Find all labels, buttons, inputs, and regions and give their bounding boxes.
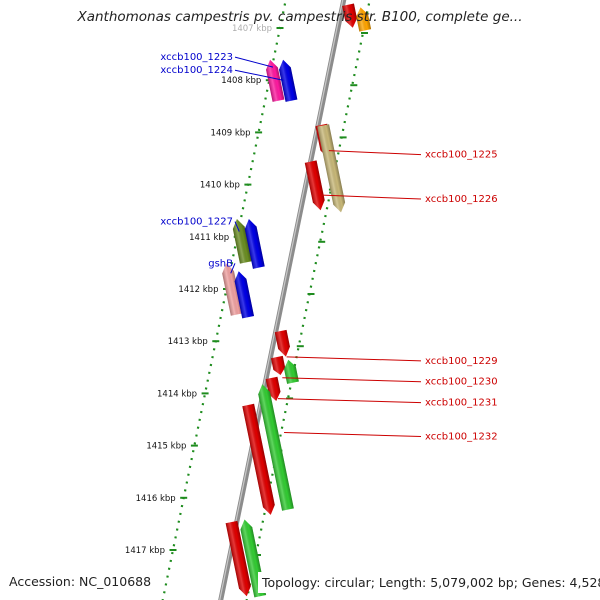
label-leader <box>234 69 284 81</box>
gene-label: xccb100_1230 <box>425 377 498 388</box>
ruler-label: 1410 kbp <box>200 181 240 191</box>
gene-feature <box>284 359 299 384</box>
gene-label: xccb100_1224 <box>160 65 233 76</box>
gene-arrow-shading <box>222 263 243 316</box>
gene-arrow-shading <box>317 124 346 213</box>
gene-arrow-shading <box>234 271 255 319</box>
gene-feature <box>232 218 252 264</box>
label-leader <box>319 194 422 200</box>
gene-feature <box>265 376 281 401</box>
gene-arrow-shading <box>304 160 325 211</box>
label-leader <box>328 150 422 156</box>
gene-feature <box>234 271 255 319</box>
gene-features <box>222 3 372 598</box>
label-leader <box>234 56 274 68</box>
gene-feature <box>244 219 265 269</box>
ruler-label: 1408 kbp <box>221 76 261 86</box>
ruler-label: 1414 kbp <box>157 389 197 399</box>
gene-feature <box>304 160 325 211</box>
gene-arrow-shading <box>279 59 298 102</box>
gene-arrow-shading <box>258 384 294 511</box>
ruler-label: 1417 kbp <box>125 546 165 556</box>
label-leader <box>234 221 240 232</box>
gene-label: xccb100_1227 <box>160 217 233 228</box>
gene-arrow-shading <box>265 376 281 401</box>
gene-arrow-shading <box>284 359 299 384</box>
ruler-label: 1412 kbp <box>178 285 218 295</box>
ruler-label: 1407 kbp <box>232 24 272 34</box>
gene-label: xccb100_1229 <box>425 356 498 367</box>
gene-arrow-shading <box>356 7 372 32</box>
inner-feature-track <box>161 0 287 600</box>
gene-arrow-shading <box>225 520 251 597</box>
gene-arrow-shading <box>266 59 285 102</box>
feature-track-dots <box>161 0 371 600</box>
gene-label: xccb100_1232 <box>425 432 498 443</box>
gene-feature <box>270 355 286 375</box>
gene-feature <box>356 7 372 32</box>
gene-arrow-shading <box>270 355 286 375</box>
gene-feature <box>258 384 294 511</box>
accession-label: Accession: NC_010688 <box>9 574 152 589</box>
ruler-label: 1411 kbp <box>189 233 229 243</box>
gene-label: xccb100_1223 <box>160 52 233 63</box>
gene-labels: xccb100_1223 xccb100_1224 xccb100_1225xccb… <box>160 52 497 442</box>
outer-feature-track <box>245 0 371 600</box>
gene-label: gshB <box>208 258 233 269</box>
gene-feature <box>279 59 298 102</box>
ruler-label: 1409 kbp <box>211 128 251 138</box>
gene-feature <box>242 403 275 515</box>
backbone-highlight <box>219 0 344 600</box>
gene-feature <box>342 3 357 28</box>
backbone-line <box>218 0 347 600</box>
topology-label: Topology: circular; Length: 5,079,002 bp… <box>258 572 600 593</box>
ruler-label: 1416 kbp <box>136 494 176 504</box>
label-leader <box>278 398 422 404</box>
gene-label: xccb100_1226 <box>425 194 498 205</box>
label-leader <box>282 377 422 383</box>
gene-feature <box>317 124 346 213</box>
gene-arrow-shading <box>232 218 252 264</box>
gene-arrow-shading <box>274 329 290 357</box>
gene-feature <box>225 520 251 597</box>
gene-label: xccb100_1225 <box>425 150 498 161</box>
gene-feature <box>222 263 243 316</box>
gene-arrow-shading <box>342 3 357 28</box>
map-title: Xanthomonas campestris pv. campestris st… <box>77 9 523 25</box>
label-leader <box>284 432 422 438</box>
gene-arrow-shading <box>242 403 275 515</box>
gene-feature <box>274 329 290 357</box>
label-leader <box>286 356 422 362</box>
gene-feature <box>266 59 285 102</box>
gene-arrow-shading <box>244 219 265 269</box>
label-leader <box>230 263 236 274</box>
genome-backbone <box>218 0 347 600</box>
ruler-label: 1413 kbp <box>168 337 208 347</box>
gene-label: xccb100_1231 <box>425 398 498 409</box>
ruler-label: 1415 kbp <box>146 442 186 452</box>
